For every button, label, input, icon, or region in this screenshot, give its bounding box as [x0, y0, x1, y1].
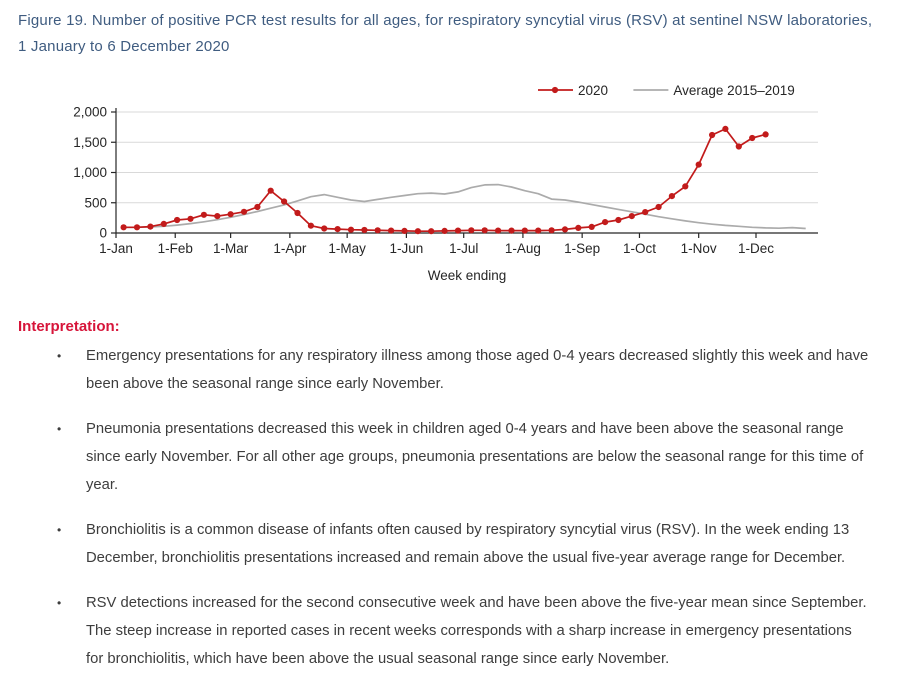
data-point-marker: [374, 227, 381, 234]
data-point-marker: [749, 134, 756, 142]
legend-label: Average 2015–2019: [673, 83, 794, 98]
data-point-marker: [695, 161, 702, 168]
bullet-icon: •: [57, 349, 62, 363]
data-point-marker: [334, 226, 341, 233]
data-point-marker: [602, 219, 609, 226]
x-tick-label: 1-Oct: [623, 241, 656, 256]
bullet-item: • Emergency presentations for any respir…: [57, 342, 869, 398]
data-point-marker: [561, 226, 569, 233]
data-point-marker: [495, 227, 502, 234]
gridlines: [116, 111, 818, 204]
data-point-marker: [401, 227, 408, 234]
data-point-marker: [414, 228, 421, 235]
data-point-marker: [147, 223, 154, 230]
data-point-marker: [133, 224, 141, 231]
data-point-marker: [347, 226, 355, 233]
x-tick-label: 1-Apr: [273, 241, 307, 256]
figure-title: Figure 19. Number of positive PCR test r…: [18, 12, 873, 55]
data-point-marker: [722, 125, 729, 132]
bullet-text-rsv: RSV detections increased for the second …: [86, 595, 867, 667]
bullet-text-pneumonia: Pneumonia presentations decreased this w…: [86, 421, 864, 493]
axes: 0 500 1,000 1,500 2,000 1-Jan 1-Feb 1-Mar 1-Apr 1…: [73, 105, 818, 283]
data-point-marker: [668, 193, 676, 200]
bullet-icon: •: [57, 596, 62, 610]
y-tick-label: 1,500: [73, 135, 107, 150]
data-point-marker: [615, 216, 622, 224]
interpretation-heading: Interpretation:: [18, 318, 120, 335]
x-tick-label: 1-May: [328, 241, 366, 256]
x-tick-label: 1-Jun: [389, 241, 423, 256]
series-2020: [120, 125, 769, 235]
data-point-marker: [655, 203, 662, 211]
data-point-marker: [267, 187, 274, 194]
interpretation-bullet-list: • Emergency presentations for any respir…: [57, 342, 869, 683]
x-tick-label: 1-Jul: [449, 241, 478, 256]
x-tick-label: 1-Aug: [505, 241, 541, 256]
data-point-marker: [240, 208, 248, 215]
data-point-marker: [321, 225, 328, 232]
x-tick-label: 1-Nov: [681, 241, 717, 256]
bullet-item: • Bronchiolitis is a common disease of i…: [57, 516, 869, 572]
data-point-marker: [361, 226, 368, 234]
x-tick-label: 1-Mar: [213, 241, 249, 256]
series-average-2015-2019: [123, 183, 806, 230]
data-point-marker: [294, 209, 301, 217]
data-point-marker: [468, 227, 475, 234]
data-point-marker: [548, 227, 555, 234]
x-tick-label: 1-Jan: [99, 241, 133, 256]
data-point-marker: [254, 203, 261, 211]
y-tick-label: 2,000: [73, 105, 107, 120]
x-tick-label: 1-Sep: [564, 241, 600, 256]
data-point-marker: [521, 227, 528, 234]
y-tick-label: 1,000: [73, 165, 107, 180]
data-point-marker: [762, 131, 769, 138]
rsv-line-chart: 0 500 1,000 1,500 2,000 1-Jan 1-Feb 1-Mar 1-Apr 1…: [73, 83, 818, 283]
data-point-marker: [187, 215, 194, 222]
legend-label: 2020: [578, 83, 608, 98]
x-tick-label: 1-Feb: [158, 241, 193, 256]
data-point-marker: [709, 131, 716, 139]
data-point-marker: [214, 213, 221, 220]
data-point-marker: [481, 227, 488, 234]
data-point-marker: [441, 227, 448, 234]
x-tick-label: 1-Dec: [738, 241, 774, 256]
x-axis-title: Week ending: [428, 268, 507, 283]
chart-container: 0 500 1,000 1,500 2,000 1-Jan 1-Feb 1-Mar 1-Apr 1…: [45, 72, 845, 294]
bullet-icon: •: [57, 523, 62, 537]
data-point-marker: [682, 183, 689, 190]
data-point-marker: [508, 227, 515, 234]
data-point-marker: [575, 224, 582, 231]
bullet-icon: •: [57, 422, 62, 436]
data-point-marker: [588, 223, 595, 230]
data-point-marker: [735, 143, 742, 150]
data-point-marker: [535, 227, 542, 234]
data-point-marker: [428, 228, 435, 235]
bullet-text-bronchiolitis: Bronchiolitis is a common disease of inf…: [86, 522, 850, 566]
bullet-text-emergency: Emergency presentations for any respirat…: [86, 348, 869, 392]
bullet-item: • RSV detections increased for the secon…: [57, 589, 869, 673]
data-point-marker: [388, 227, 395, 234]
data-point-marker: [281, 198, 288, 205]
data-point-marker: [174, 216, 181, 224]
y-tick-label: 500: [84, 195, 107, 210]
data-point-marker: [454, 227, 462, 234]
data-point-marker: [227, 211, 234, 218]
chart-legend: 2020 Average 2015–2019: [538, 83, 795, 98]
y-tick-label: 0: [99, 226, 107, 241]
data-point-marker: [160, 220, 167, 227]
data-point-marker: [642, 209, 649, 216]
bullet-item: • Pneumonia presentations decreased this…: [57, 415, 869, 499]
data-point-marker: [628, 213, 635, 220]
data-point-marker: [307, 222, 314, 229]
data-point-marker: [200, 211, 207, 218]
data-point-marker: [120, 224, 127, 231]
